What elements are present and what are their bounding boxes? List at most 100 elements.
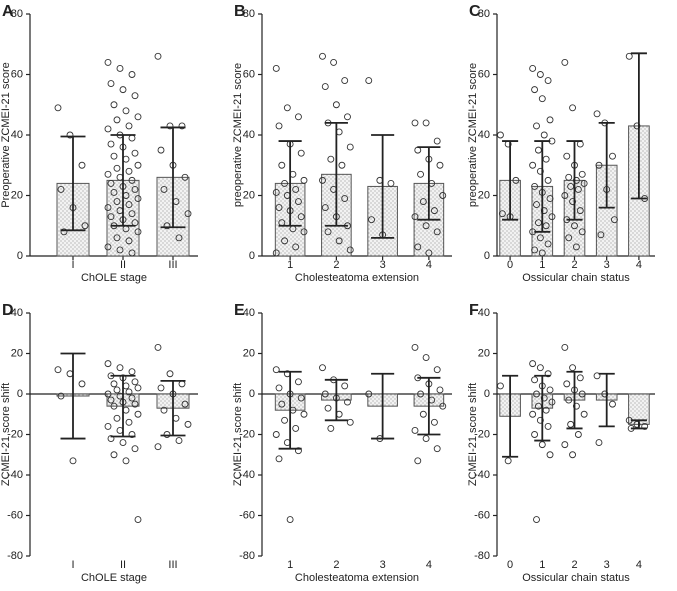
data-point [544, 370, 552, 378]
data-point [576, 374, 584, 382]
data-point [278, 400, 286, 408]
data-point [332, 101, 340, 109]
data-point [292, 185, 300, 193]
data-point [131, 185, 139, 193]
data-point [278, 161, 286, 169]
data-point [113, 116, 121, 124]
data-point [563, 152, 571, 160]
data-point [125, 122, 133, 130]
data-point [104, 204, 112, 212]
data-point [275, 455, 283, 463]
y-tick-label: -20 [474, 428, 490, 440]
x-tick-label: II [120, 559, 126, 571]
data-point [57, 185, 65, 193]
data-point [365, 390, 373, 398]
data-point [122, 107, 130, 115]
panel-label: E [234, 302, 245, 319]
data-point [107, 396, 115, 404]
data-point [184, 420, 192, 428]
y-tick-label: 0 [484, 250, 490, 262]
data-point [113, 234, 121, 242]
data-point [576, 207, 584, 215]
data-point [531, 376, 539, 384]
data-point [104, 243, 112, 251]
data-point [272, 249, 280, 257]
data-point [175, 234, 183, 242]
data-point [125, 201, 133, 209]
data-point [78, 380, 86, 388]
data-point [125, 388, 133, 396]
y-axis-title: Preoperative ZCMEI-21 score [0, 62, 12, 208]
data-point [580, 179, 588, 187]
data-point [134, 410, 142, 418]
data-point [113, 386, 121, 394]
y-axis-title: preoperative ZCMEI-21 score [232, 63, 244, 207]
data-point [578, 390, 586, 398]
data-point [116, 246, 124, 254]
y-tick-label: -60 [239, 509, 255, 521]
y-tick-label: 60 [478, 68, 490, 80]
data-point [546, 195, 554, 202]
data-point [128, 431, 136, 438]
data-point [563, 380, 571, 388]
data-point [529, 161, 537, 169]
y-tick-label: -40 [474, 469, 490, 481]
y-tick-label: -20 [7, 428, 23, 440]
y-tick-label: -80 [474, 550, 490, 562]
data-point [414, 457, 422, 465]
y-tick-label: -40 [7, 469, 23, 481]
data-point [327, 424, 335, 432]
data-point [134, 195, 142, 202]
data-point [178, 122, 186, 130]
x-tick-label: 0 [507, 259, 513, 271]
data-point [128, 176, 136, 184]
data-point [160, 406, 168, 414]
data-point [321, 390, 329, 398]
data-point [134, 161, 142, 169]
data-point [536, 167, 544, 175]
y-axis-title: ZCMEI-21 score shift [0, 383, 12, 486]
data-point [335, 237, 343, 245]
data-point [531, 86, 539, 94]
data-point [572, 243, 580, 251]
data-point [157, 384, 165, 392]
data-point [116, 64, 124, 72]
y-tick-label: -40 [239, 469, 255, 481]
data-point [292, 424, 300, 432]
y-tick-label: 20 [243, 347, 255, 359]
y-tick-label: -80 [239, 550, 255, 562]
data-point [387, 179, 395, 187]
data-point [128, 368, 136, 376]
y-tick-label: 0 [249, 388, 255, 400]
data-point [163, 431, 171, 438]
data-point [419, 198, 427, 206]
data-point [565, 173, 573, 181]
data-point [54, 104, 62, 112]
x-tick-label: 1 [539, 259, 545, 271]
data-point [66, 131, 74, 139]
y-tick-label: 20 [478, 347, 490, 359]
y-tick-label: 40 [11, 307, 23, 319]
data-point [344, 398, 351, 406]
data-point [281, 179, 289, 187]
data-point [504, 457, 512, 465]
data-point [529, 410, 537, 418]
data-point [131, 378, 139, 386]
y-tick-label: 20 [11, 189, 23, 201]
x-axis-title: ChOLE stage [81, 272, 147, 284]
data-point [341, 77, 349, 85]
data-point [546, 451, 554, 459]
data-point [184, 210, 192, 218]
y-tick-label: 0 [17, 388, 23, 400]
data-point [107, 80, 115, 88]
data-point [341, 382, 349, 390]
data-point [134, 228, 142, 236]
data-point [439, 402, 447, 410]
data-point [163, 222, 171, 230]
data-point [540, 131, 548, 139]
data-point [128, 134, 136, 142]
data-point [419, 410, 427, 418]
data-point [128, 249, 136, 257]
data-point [561, 343, 569, 351]
